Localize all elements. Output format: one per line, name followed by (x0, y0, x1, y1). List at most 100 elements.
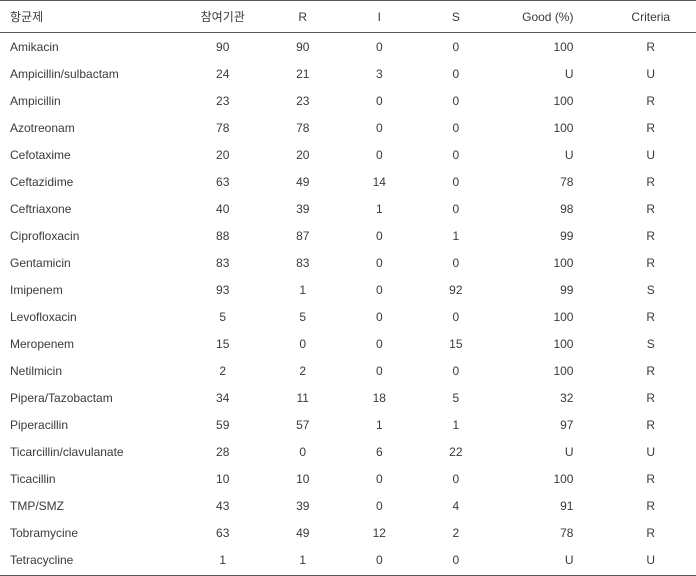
table-cell: 39 (264, 195, 341, 222)
table-cell: 92 (418, 276, 495, 303)
table-cell: 99 (494, 222, 605, 249)
table-row: Piperacillin59571197R (0, 411, 696, 438)
table-cell: 100 (494, 114, 605, 141)
table-cell: U (605, 141, 696, 168)
table-row: Gentamicin838300100R (0, 249, 696, 276)
table-cell: 0 (418, 303, 495, 330)
table-row: Ceftriaxone40391098R (0, 195, 696, 222)
table-row: Amikacin909000100R (0, 33, 696, 61)
col-header-s: S (418, 1, 495, 33)
table-cell: R (605, 222, 696, 249)
table-cell: 99 (494, 276, 605, 303)
table-header-row: 항균제 참여기관 R I S Good (%) Criteria (0, 1, 696, 33)
table-cell: Ampicillin (0, 87, 181, 114)
table-cell: 20 (264, 141, 341, 168)
table-row: Ampicillin232300100R (0, 87, 696, 114)
table-cell: Ciprofloxacin (0, 222, 181, 249)
table-cell: TMP/SMZ (0, 492, 181, 519)
table-cell: R (605, 87, 696, 114)
table-cell: 15 (181, 330, 265, 357)
table-row: Pipera/Tazobactam341118532R (0, 384, 696, 411)
table-cell: R (605, 465, 696, 492)
table-cell: 49 (264, 168, 341, 195)
table-cell: 23 (181, 87, 265, 114)
table-cell: Imipenem (0, 276, 181, 303)
table-cell: R (605, 411, 696, 438)
table-cell: 78 (181, 114, 265, 141)
table-cell: Tobramycine (0, 519, 181, 546)
table-cell: 2 (418, 519, 495, 546)
table-cell: 63 (181, 168, 265, 195)
table-cell: 100 (494, 249, 605, 276)
table-cell: Ceftazidime (0, 168, 181, 195)
table-cell: 0 (341, 546, 418, 575)
table-cell: 18 (341, 384, 418, 411)
table-cell: 0 (418, 87, 495, 114)
table-cell: 0 (418, 546, 495, 575)
table-cell: 63 (181, 519, 265, 546)
table-row: Cefotaxime202000UU (0, 141, 696, 168)
table-cell: 1 (341, 195, 418, 222)
table-cell: Netilmicin (0, 357, 181, 384)
table-cell: 100 (494, 330, 605, 357)
table-row: Tetracycline1100UU (0, 546, 696, 575)
table-row: Ceftazidime634914078R (0, 168, 696, 195)
table-cell: Ampicillin/sulbactam (0, 60, 181, 87)
table-cell: 0 (341, 465, 418, 492)
table-row: Ampicillin/sulbactam242130UU (0, 60, 696, 87)
table-cell: Meropenem (0, 330, 181, 357)
col-header-institutions: 참여기관 (181, 1, 265, 33)
table-cell: 14 (341, 168, 418, 195)
table-row: Azotreonam787800100R (0, 114, 696, 141)
table-cell: 0 (418, 465, 495, 492)
table-cell: 97 (494, 411, 605, 438)
table-cell: Cefotaxime (0, 141, 181, 168)
table-cell: 0 (418, 357, 495, 384)
table-cell: 11 (264, 384, 341, 411)
table-cell: 0 (341, 303, 418, 330)
table-row: Meropenem150015100S (0, 330, 696, 357)
table-cell: U (494, 546, 605, 575)
table-cell: 21 (264, 60, 341, 87)
table-row: Tobramycine634912278R (0, 519, 696, 546)
table-cell: 87 (264, 222, 341, 249)
table-cell: 1 (181, 546, 265, 575)
table-cell: 0 (341, 330, 418, 357)
table-cell: Azotreonam (0, 114, 181, 141)
antimicrobial-table: 항균제 참여기관 R I S Good (%) Criteria Amikaci… (0, 0, 696, 576)
table-cell: 59 (181, 411, 265, 438)
table-cell: 5 (264, 303, 341, 330)
table-cell: S (605, 276, 696, 303)
table-cell: R (605, 303, 696, 330)
table-cell: 0 (264, 330, 341, 357)
table-cell: 0 (341, 249, 418, 276)
table-cell: 1 (264, 276, 341, 303)
table-cell: 1 (341, 411, 418, 438)
table-cell: 1 (418, 222, 495, 249)
table-cell: 57 (264, 411, 341, 438)
table-cell: 0 (418, 33, 495, 61)
table-row: TMP/SMZ43390491R (0, 492, 696, 519)
table-cell: 5 (181, 303, 265, 330)
col-header-good: Good (%) (494, 1, 605, 33)
col-header-antimicrobial: 항균제 (0, 1, 181, 33)
table-cell: 100 (494, 465, 605, 492)
table-cell: Tetracycline (0, 546, 181, 575)
table-cell: 32 (494, 384, 605, 411)
table-cell: 39 (264, 492, 341, 519)
col-header-criteria: Criteria (605, 1, 696, 33)
table-cell: 78 (494, 519, 605, 546)
table-cell: 23 (264, 87, 341, 114)
table-cell: 24 (181, 60, 265, 87)
table-cell: U (605, 546, 696, 575)
table-cell: 20 (181, 141, 265, 168)
col-header-i: I (341, 1, 418, 33)
table-cell: 91 (494, 492, 605, 519)
table-cell: R (605, 168, 696, 195)
table-cell: U (494, 60, 605, 87)
table-cell: 4 (418, 492, 495, 519)
table-cell: Ticarcillin/clavulanate (0, 438, 181, 465)
table-cell: U (494, 438, 605, 465)
table-cell: 49 (264, 519, 341, 546)
table-cell: 0 (418, 114, 495, 141)
